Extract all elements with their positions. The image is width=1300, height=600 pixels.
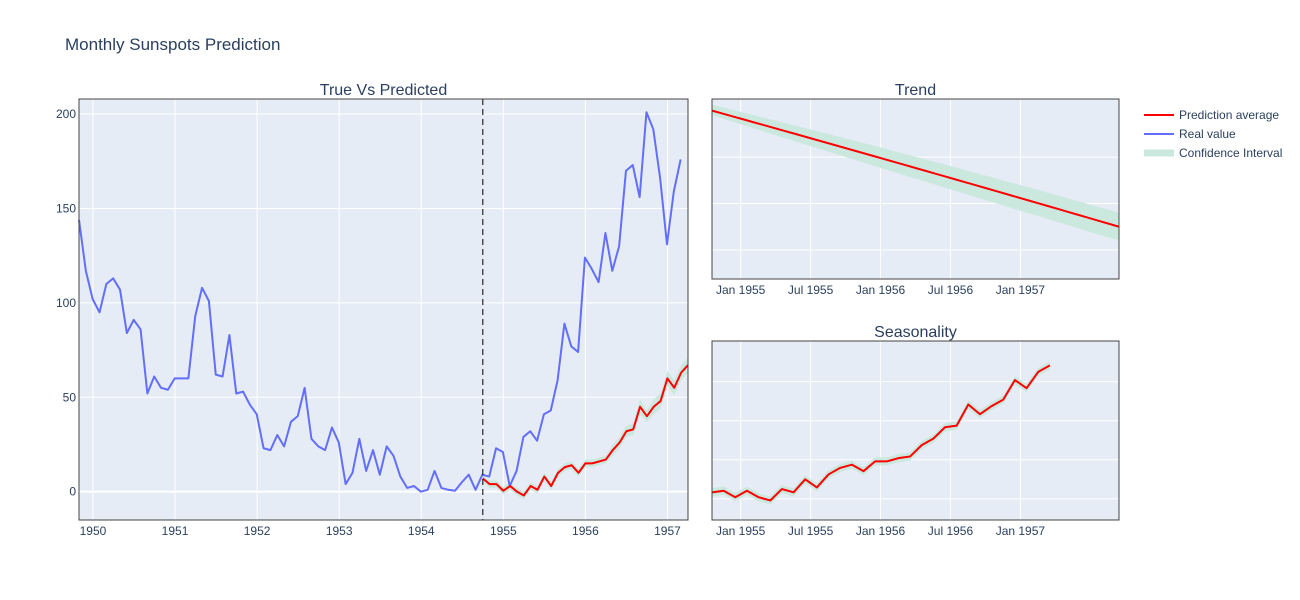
ticks-true-vs-predicted: 1950 1951 1952 1953 1954 1955 1956 1957 0 50 100 15… — [56, 107, 681, 538]
subplot-title-trend: Trend — [895, 82, 936, 99]
plot-area-true-vs-predicted — [79, 99, 688, 520]
real-value-line — [78, 111, 682, 493]
x-tick-label: Jan 1957 — [996, 283, 1046, 297]
y-tick-label: 50 — [63, 390, 77, 404]
seasonality-line — [711, 364, 1051, 502]
x-tick-label: Jan 1956 — [856, 283, 906, 297]
subplot-title-true-vs-predicted: True Vs Predicted — [320, 82, 447, 99]
legend: Prediction average Real value Confidence… — [1144, 108, 1282, 160]
prediction-average-line — [482, 364, 689, 497]
x-tick-label: Jan 1957 — [996, 524, 1046, 538]
legend-label-prediction-average[interactable]: Prediction average — [1179, 108, 1279, 122]
plot-frame-true-vs-predicted — [78, 98, 689, 521]
series-true-vs-predicted — [78, 111, 689, 500]
x-tick-label: Jul 1955 — [788, 283, 834, 297]
x-tick-label: 1952 — [244, 524, 271, 538]
series-seasonality — [711, 361, 1051, 505]
confidence-band — [482, 357, 688, 500]
ticks-seasonality: Jan 1955 Jul 1955 Jan 1956 Jul 1956 Jan 1957 — [716, 524, 1045, 538]
x-tick-label: 1953 — [326, 524, 353, 538]
grid-true-vs-predicted — [79, 99, 688, 520]
y-tick-label: 150 — [56, 201, 76, 215]
plot-frame-seasonality — [711, 340, 1120, 521]
series-trend — [711, 104, 1120, 241]
x-tick-label: 1950 — [80, 524, 107, 538]
x-tick-label: 1951 — [162, 524, 189, 538]
chart-title: Monthly Sunspots Prediction — [65, 35, 280, 54]
x-tick-label: Jan 1956 — [856, 524, 906, 538]
legend-label-real-value[interactable]: Real value — [1179, 127, 1236, 141]
x-tick-label: 1956 — [572, 524, 599, 538]
x-tick-label: 1955 — [490, 524, 517, 538]
x-tick-label: Jan 1955 — [716, 283, 766, 297]
subplot-title-seasonality: Seasonality — [874, 324, 957, 341]
y-tick-label: 200 — [56, 107, 76, 121]
y-tick-label: 0 — [69, 485, 76, 499]
trend-line — [711, 109, 1120, 228]
ticks-trend: Jan 1955 Jul 1955 Jan 1956 Jul 1956 Jan 1957 — [716, 283, 1045, 297]
x-tick-label: Jul 1956 — [928, 283, 974, 297]
plot-frame-trend — [711, 98, 1120, 280]
x-tick-label: 1957 — [654, 524, 681, 538]
x-tick-label: Jul 1956 — [928, 524, 974, 538]
legend-label-confidence-interval[interactable]: Confidence Interval — [1179, 146, 1282, 160]
plot-area-seasonality — [712, 341, 1119, 520]
x-tick-label: Jul 1955 — [788, 524, 834, 538]
x-tick-label: Jan 1955 — [716, 524, 766, 538]
x-tick-label: 1954 — [408, 524, 435, 538]
y-tick-label: 100 — [56, 296, 76, 310]
